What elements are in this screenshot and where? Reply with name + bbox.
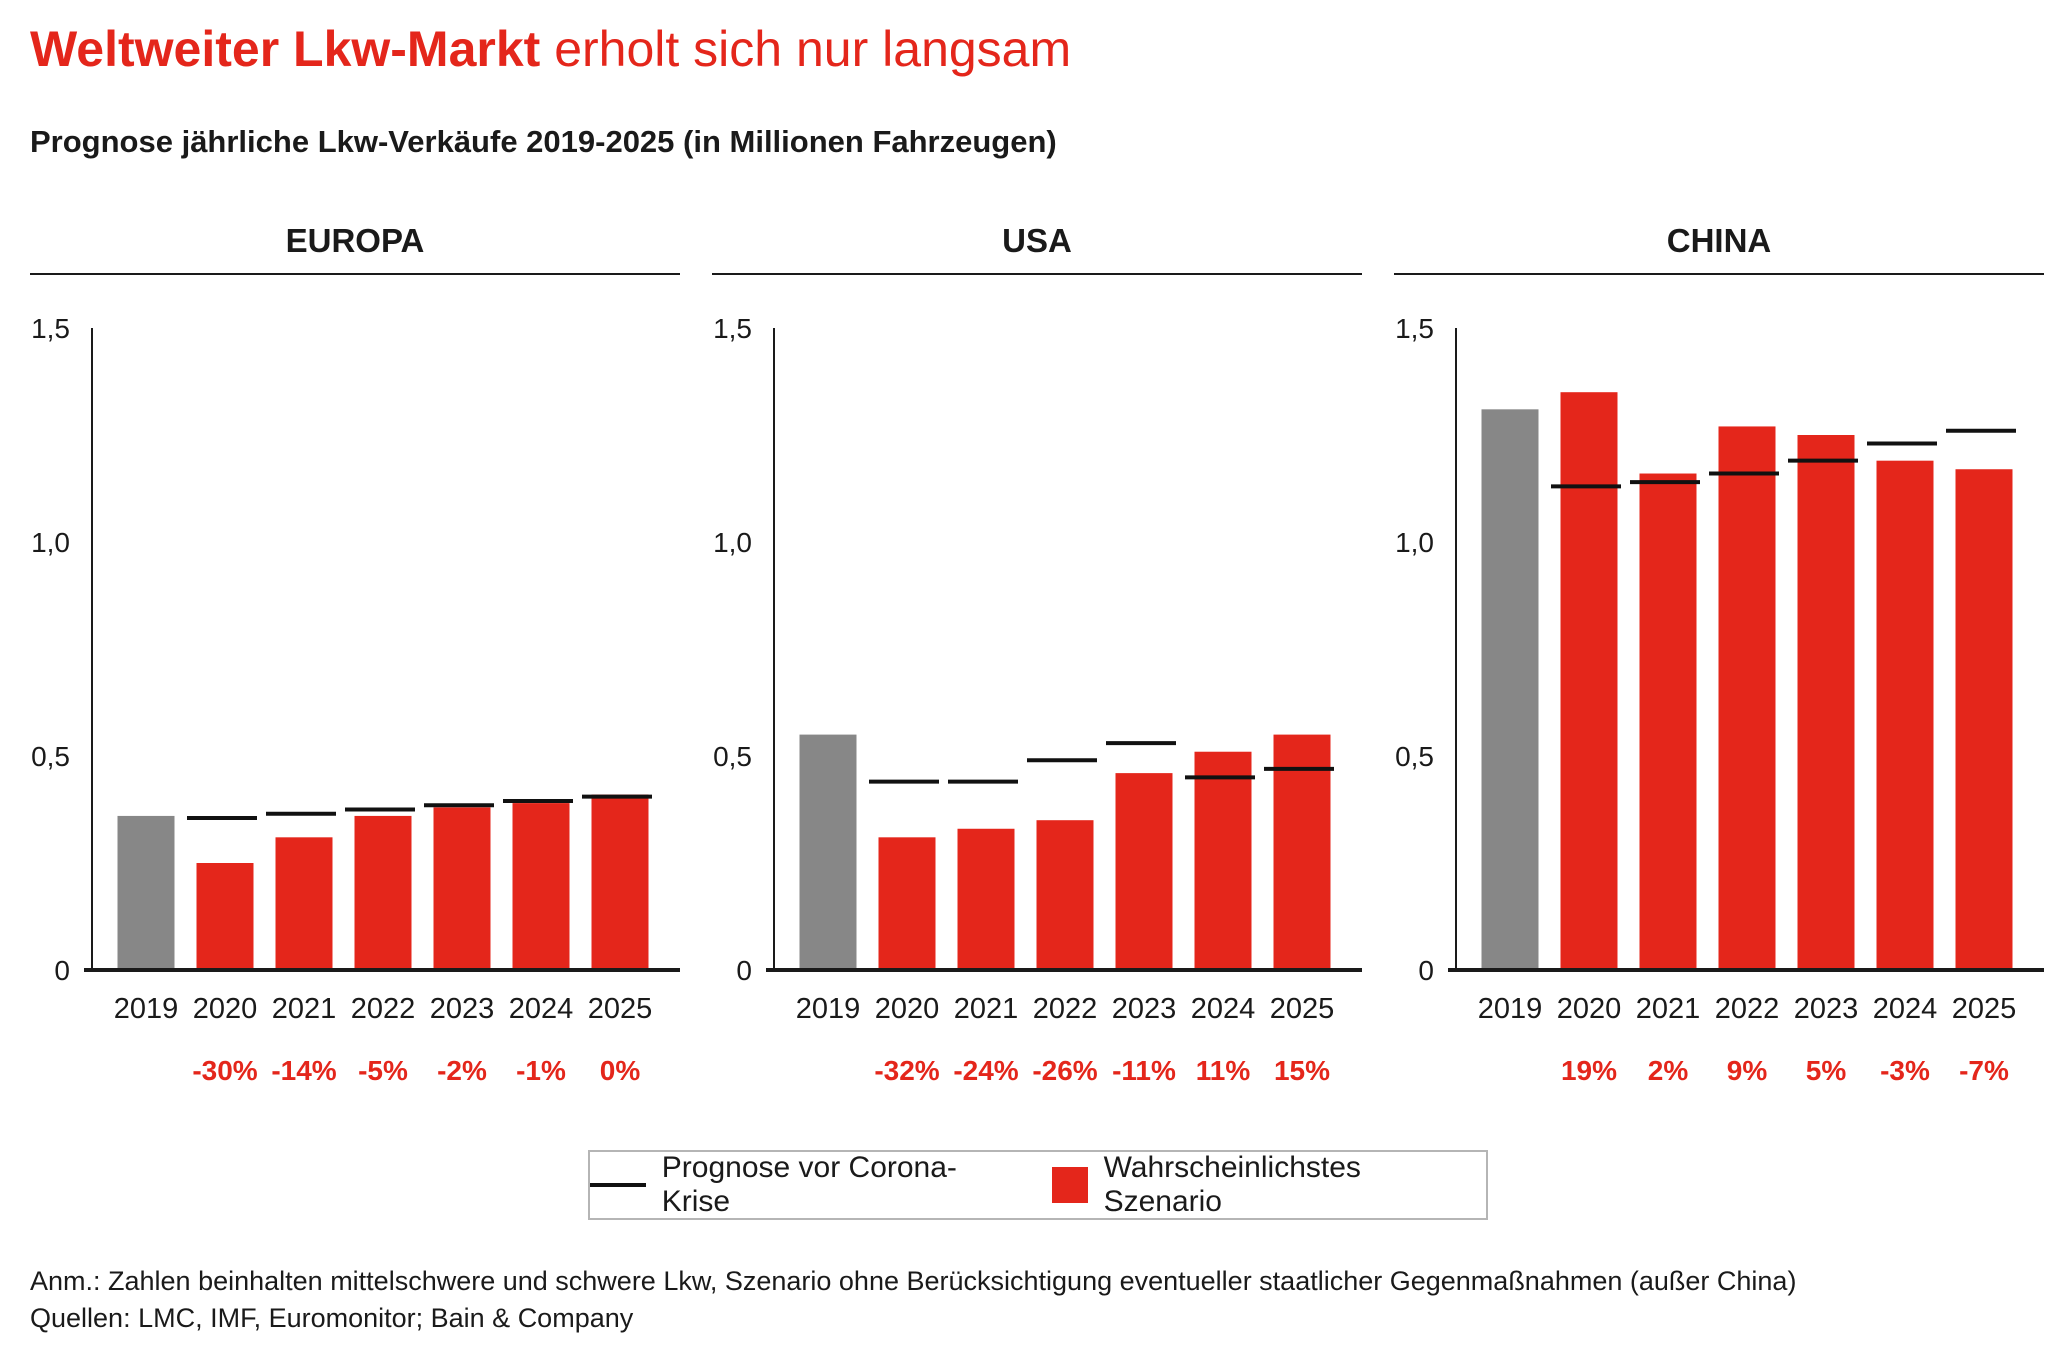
x-tick-label: 2025 — [588, 993, 653, 1025]
x-tick-label: 2022 — [1715, 993, 1780, 1025]
bar — [799, 734, 857, 970]
china-chart-svg: 0 0,5 1,0 1,5 2019 2020 19% 2021 2% 2022 9% 2023 5% 2… — [1395, 313, 2044, 1086]
bar — [354, 815, 412, 970]
bar — [1639, 473, 1697, 970]
bar — [1955, 469, 2013, 970]
y-tick-label: 0 — [54, 955, 70, 986]
change-label: 9% — [1727, 1055, 1768, 1086]
chart-title: Weltweiter Lkw-Markt erholt sich nur lan… — [30, 20, 1071, 78]
x-tick-label: 2024 — [1873, 993, 1938, 1025]
x-tick-label: 2023 — [1794, 993, 1859, 1025]
chart-subtitle: Prognose jährliche Lkw-Verkäufe 2019-202… — [30, 124, 1057, 159]
panel-rule — [1394, 273, 2044, 275]
x-tick-label: 2024 — [1191, 993, 1256, 1025]
change-label: -2% — [437, 1055, 487, 1086]
annotation-note: Anm.: Zahlen beinhalten mittelschwere un… — [30, 1266, 1797, 1296]
y-tick-label: 1,5 — [713, 313, 752, 344]
x-tick-label: 2019 — [796, 993, 861, 1025]
legend-box-swatch — [1051, 1167, 1088, 1203]
bar — [1481, 409, 1539, 970]
y-tick-label: 0,5 — [713, 741, 752, 772]
legend-line-swatch — [590, 1183, 646, 1187]
legend-box-label: Wahrscheinlichstes Szenario — [1103, 1151, 1361, 1218]
x-tick-label: 2020 — [193, 993, 258, 1025]
change-label: -24% — [953, 1055, 1018, 1086]
y-tick-label: 0,5 — [1395, 741, 1434, 772]
bar — [512, 803, 570, 970]
legend: Prognose vor Corona-Krise Wahrscheinlich… — [588, 1150, 1488, 1220]
panel-rule — [712, 273, 1362, 275]
change-label: -7% — [1959, 1055, 2009, 1086]
bar — [1194, 751, 1252, 970]
change-label: -14% — [271, 1055, 336, 1086]
bar — [1273, 734, 1331, 970]
europa-chart-svg: 0 0,5 1,0 1,5 2019 2020 -30% 2021 -14% 2022 -5% 202… — [31, 313, 680, 1086]
bar — [1036, 820, 1094, 970]
bar — [275, 837, 333, 970]
x-tick-label: 2025 — [1270, 993, 1335, 1025]
bar — [878, 837, 936, 970]
bar — [1718, 426, 1776, 970]
panel-usa: USA 0 0,5 1,0 1,5 2019 2020 -32% 2021 -24% 2022 -2… — [712, 218, 1362, 1088]
title-light: erholt sich nur langsam — [554, 21, 1072, 77]
bar — [196, 863, 254, 970]
change-label: -3% — [1880, 1055, 1930, 1086]
x-tick-label: 2022 — [351, 993, 416, 1025]
y-tick-label: 1,5 — [31, 313, 70, 344]
panel-rule — [30, 273, 680, 275]
y-tick-label: 1,0 — [713, 527, 752, 558]
y-tick-label: 0,5 — [31, 741, 70, 772]
x-tick-label: 2019 — [1478, 993, 1543, 1025]
change-label: 15% — [1274, 1055, 1330, 1086]
change-label: 11% — [1196, 1055, 1251, 1086]
y-tick-label: 0 — [736, 955, 752, 986]
change-label: -1% — [516, 1055, 566, 1086]
change-label: -30% — [192, 1055, 257, 1086]
bar — [957, 828, 1015, 970]
bar — [433, 807, 491, 970]
change-label: 2% — [1648, 1055, 1689, 1086]
bar — [1876, 460, 1934, 970]
y-tick-label: 0 — [1418, 955, 1434, 986]
x-tick-label: 2020 — [875, 993, 940, 1025]
panel-title: CHINA — [1666, 222, 1772, 259]
y-tick-label: 1,0 — [31, 527, 70, 558]
change-label: -11% — [1112, 1055, 1176, 1086]
change-label: 19% — [1561, 1055, 1617, 1086]
change-label: 5% — [1806, 1055, 1847, 1086]
x-tick-label: 2024 — [509, 993, 574, 1025]
change-label: -32% — [874, 1055, 939, 1086]
x-tick-label: 2020 — [1557, 993, 1622, 1025]
change-label: 0% — [600, 1055, 641, 1086]
sources-note: Quellen: LMC, IMF, Euromonitor; Bain & C… — [30, 1303, 634, 1333]
x-tick-label: 2021 — [1636, 993, 1701, 1025]
change-label: -5% — [358, 1055, 408, 1086]
panel-europa: EUROPA 0 0,5 1,0 1,5 2019 2020 -30% 2021 -14% 202… — [30, 218, 680, 1088]
bar — [117, 815, 175, 970]
panel-title: USA — [1002, 222, 1072, 259]
x-tick-label: 2025 — [1952, 993, 2017, 1025]
x-tick-label: 2021 — [954, 993, 1019, 1025]
panel-china: CHINA 0 0,5 1,0 1,5 2019 2020 19% 2021 2% 2022 9% 2… — [1394, 218, 2044, 1088]
x-tick-label: 2019 — [114, 993, 179, 1025]
bar — [1115, 773, 1173, 970]
bar — [1560, 392, 1618, 970]
legend-line-label: Prognose vor Corona-Krise — [661, 1151, 957, 1218]
footnotes: Anm.: Zahlen beinhalten mittelschwere un… — [30, 1263, 1796, 1337]
legend-item-scenario: Wahrscheinlichstes Szenario — [1051, 1151, 1486, 1219]
title-bold: Weltweiter Lkw-Markt — [30, 21, 541, 77]
y-tick-label: 1,5 — [1395, 313, 1434, 344]
x-tick-label: 2021 — [272, 993, 337, 1025]
panel-title: EUROPA — [285, 222, 425, 259]
x-tick-label: 2023 — [1112, 993, 1177, 1025]
bar — [1797, 435, 1855, 970]
bar — [591, 794, 649, 970]
x-tick-label: 2023 — [430, 993, 495, 1025]
y-tick-label: 1,0 — [1395, 527, 1434, 558]
usa-chart-svg: 0 0,5 1,0 1,5 2019 2020 -32% 2021 -24% 2022 -26% 20… — [713, 313, 1362, 1086]
legend-item-forecast: Prognose vor Corona-Krise — [590, 1151, 1024, 1219]
change-label: -26% — [1032, 1055, 1097, 1086]
x-tick-label: 2022 — [1033, 993, 1098, 1025]
